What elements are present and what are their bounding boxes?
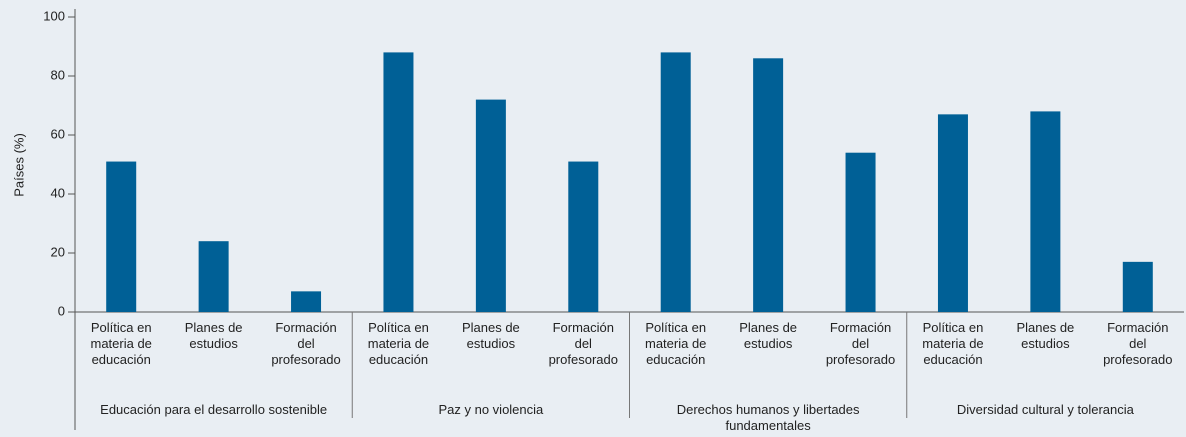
bar [845,152,876,312]
y-tick-label: 40 [51,185,65,200]
bar [568,161,599,312]
x-tick-label: Formación del profesorado [825,320,896,367]
x-tick-label: Planes de estudios [1016,320,1075,351]
bar [291,291,322,312]
bar [383,52,414,313]
y-tick-label: 100 [43,8,65,23]
x-tick-label: Planes de estudios [184,320,243,351]
bar [198,241,229,312]
bar [1030,111,1061,313]
x-tick-label: Planes de estudios [461,320,520,351]
y-tick-label: 20 [51,244,65,259]
bar [475,99,506,312]
group-label: Paz y no violencia [438,402,544,417]
bar [106,161,137,312]
x-tick-label: Política en materia de educación [922,320,984,367]
y-tick-label: 60 [51,126,65,141]
y-axis-label: Países (%) [11,133,26,197]
group-label: Educación para el desarrollo sostenible [100,402,328,417]
x-tick-label: Formación del profesorado [548,320,618,367]
x-tick-label: Política en materia de educación [644,320,707,367]
y-tick-label: 80 [51,67,65,82]
bar [1122,261,1153,312]
group-label: Derechos humanos y libertades fundamenta… [676,402,860,433]
y-tick-label: 0 [58,303,65,318]
bar [937,114,968,312]
group-label: Diversidad cultural y tolerancia [956,402,1134,417]
x-tick-label: Política en materia de educación [90,320,152,367]
bar [753,58,784,312]
x-tick-label: Formación del profesorado [1103,320,1173,367]
bar [660,52,691,313]
x-tick-label: Política en materia de educación [367,320,430,367]
x-tick-label: Planes de estudios [739,320,798,351]
x-tick-label: Formación del profesorado [271,320,341,367]
